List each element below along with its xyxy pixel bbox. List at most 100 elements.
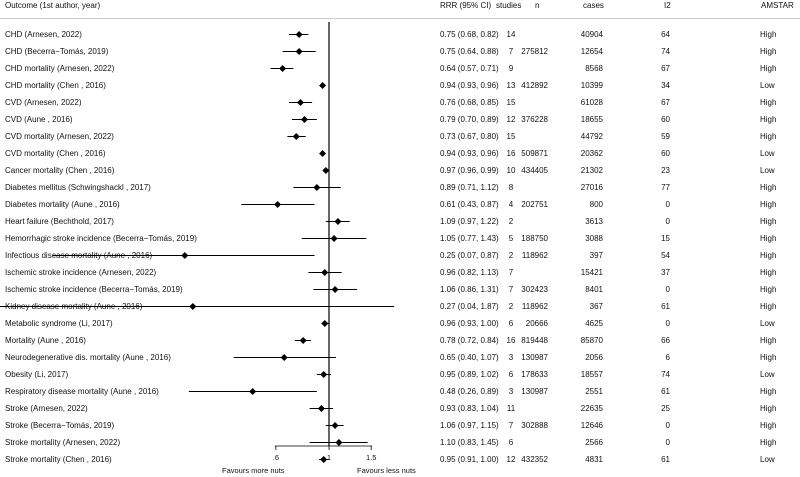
row-rrr: 0.94 (0.93, 0.96) (440, 149, 499, 158)
row-n: 118962 (521, 302, 548, 311)
row-rrr: 0.64 (0.57, 0.71) (440, 64, 499, 73)
row-rrr: 0.97 (0.96, 0.99) (440, 166, 499, 175)
row-studies: 12 (506, 455, 516, 464)
row-label: CHD (Becerra−Tomás, 2019) (5, 47, 109, 56)
table-row: CVD (Aune , 2016) 0.79 (0.70, 0.89) 12 3762… (0, 111, 800, 128)
row-i2: 6 (665, 353, 670, 362)
row-rrr: 0.93 (0.83, 1.04) (440, 404, 499, 413)
estimate-marker (296, 99, 304, 106)
row-n: 376228 (521, 115, 548, 124)
estimate-marker (321, 320, 329, 327)
row-studies: 7 (508, 47, 514, 56)
row-label: CHD mortality (Chen , 2016) (5, 81, 106, 90)
table-row: Metabolic syndrome (Li, 2017) 0.96 (0.93,… (0, 315, 800, 332)
row-rrr: 0.75 (0.64, 0.88) (440, 47, 499, 56)
row-amstar: High (760, 302, 777, 311)
row-cases: 800 (589, 200, 603, 209)
row-studies: 2 (508, 302, 514, 311)
estimate-marker (280, 354, 288, 361)
table-row: Stroke mortality (Chen , 2016) 0.95 (0.91… (0, 451, 800, 468)
row-studies: 7 (508, 421, 514, 430)
row-amstar: High (760, 30, 777, 39)
row-studies: 4 (508, 200, 514, 209)
table-row: Cancer mortality (Chen , 2016) 0.97 (0.96… (0, 162, 800, 179)
row-studies: 13 (506, 81, 516, 90)
row-i2: 67 (661, 64, 670, 73)
row-rrr: 1.06 (0.97, 1.15) (440, 421, 499, 430)
estimate-marker (330, 235, 338, 242)
row-rrr: 0.75 (0.68, 0.82) (440, 30, 499, 39)
row-cases: 2056 (585, 353, 603, 362)
row-i2: 34 (661, 81, 670, 90)
row-amstar: High (760, 421, 777, 430)
row-amstar: High (760, 353, 777, 362)
estimate-marker (331, 286, 339, 293)
table-row: Obesity (Li, 2017) 0.95 (0.89, 1.02) 6 1786… (0, 366, 800, 383)
row-amstar: High (760, 285, 777, 294)
estimate-marker (313, 184, 321, 191)
estimate-marker (322, 167, 330, 174)
row-studies: 12 (506, 115, 516, 124)
row-label: Diabetes mortality (Aune , 2016) (5, 200, 120, 209)
table-row: CVD mortality (Chen , 2016) 0.94 (0.93, 0… (0, 145, 800, 162)
row-n: 432352 (521, 455, 548, 464)
favours-less-label: Favours less nuts (357, 466, 416, 475)
row-amstar: Low (760, 370, 775, 379)
row-i2: 67 (661, 98, 670, 107)
header-rrr: RRR (95% CI) (440, 1, 492, 10)
estimate-marker (295, 31, 303, 38)
table-row: Ischemic stroke incidence (Becerra−Tomás… (0, 281, 800, 298)
row-label: CVD (Arnesen, 2022) (5, 98, 82, 107)
x-tick-label: 1 (327, 453, 331, 462)
header-i2: I2 (664, 1, 671, 10)
row-studies: 6 (508, 438, 514, 447)
table-row: CVD mortality (Arnesen, 2022) 0.73 (0.67,… (0, 128, 800, 145)
row-studies: 16 (506, 149, 516, 158)
row-rrr: 0.96 (0.82, 1.13) (440, 268, 499, 277)
row-studies: 11 (506, 404, 516, 413)
row-cases: 18655 (580, 115, 603, 124)
row-i2: 54 (661, 251, 670, 260)
row-amstar: High (760, 251, 777, 260)
row-amstar: High (760, 64, 777, 73)
row-amstar: Low (760, 166, 775, 175)
estimate-marker (299, 337, 307, 344)
row-i2: 66 (661, 336, 670, 345)
estimate-marker (331, 422, 339, 429)
table-row: Stroke (Becerra−Tomás, 2019) 1.06 (0.97, … (0, 417, 800, 434)
row-n: 275812 (521, 47, 548, 56)
row-amstar: High (760, 115, 777, 124)
row-amstar: High (760, 438, 777, 447)
table-row: Mortality (Aune , 2016) 0.78 (0.72, 0.84)… (0, 332, 800, 349)
favours-more-label: Favours more nuts (222, 466, 285, 475)
row-studies: 6 (508, 370, 514, 379)
table-row: CHD (Becerra−Tomás, 2019) 0.75 (0.64, 0.8… (0, 43, 800, 60)
row-cases: 8568 (585, 64, 603, 73)
table-row: CHD mortality (Arnesen, 2022) 0.64 (0.57,… (0, 60, 800, 77)
row-studies: 8 (508, 183, 514, 192)
row-n: 412892 (521, 81, 548, 90)
row-rrr: 0.96 (0.93, 1.00) (440, 319, 499, 328)
row-studies: 3 (508, 353, 514, 362)
row-i2: 77 (661, 183, 670, 192)
row-i2: 61 (661, 455, 670, 464)
row-rrr: 0.27 (0.04, 1.87) (440, 302, 499, 311)
row-rrr: 1.10 (0.83, 1.45) (440, 438, 499, 447)
row-cases: 22635 (580, 404, 603, 413)
estimate-marker (295, 48, 303, 55)
row-label: Hemorrhagic stroke incidence (Becerra−To… (5, 234, 197, 243)
row-cases: 15421 (580, 268, 603, 277)
row-n: 130987 (521, 387, 548, 396)
row-amstar: High (760, 47, 777, 56)
estimate-marker (335, 439, 343, 446)
row-i2: 23 (661, 166, 670, 175)
row-cases: 20362 (580, 149, 603, 158)
row-rrr: 0.79 (0.70, 0.89) (440, 115, 499, 124)
header-studies: studies (496, 1, 522, 10)
row-studies: 2 (508, 251, 514, 260)
row-n: 302423 (521, 285, 548, 294)
row-i2: 0 (665, 319, 670, 328)
row-rrr: 0.25 (0.07, 0.87) (440, 251, 499, 260)
row-label: Heart failure (Bechthold, 2017) (5, 217, 114, 226)
row-rrr: 0.76 (0.68, 0.85) (440, 98, 499, 107)
